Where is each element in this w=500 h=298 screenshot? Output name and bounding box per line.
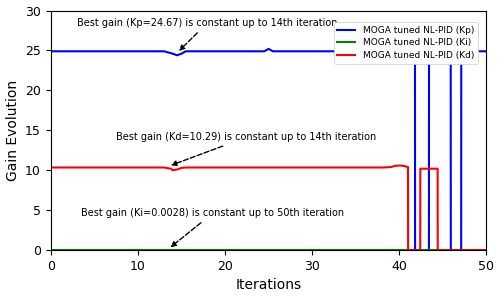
Y-axis label: Gain Evolution: Gain Evolution <box>6 80 20 181</box>
X-axis label: Iterations: Iterations <box>236 278 302 292</box>
Text: Best gain (Kd=10.29) is constant up to 14th iteration: Best gain (Kd=10.29) is constant up to 1… <box>116 132 376 165</box>
Legend: MOGA tuned NL-PID (Kp), MOGA tuned NL-PID (Ki), MOGA tuned NL-PID (Kd): MOGA tuned NL-PID (Kp), MOGA tuned NL-PI… <box>334 22 478 64</box>
Text: Best gain (Ki=0.0028) is constant up to 50th iteration: Best gain (Ki=0.0028) is constant up to … <box>81 208 344 246</box>
Text: Best gain (Kp=24.67) is constant up to 14th iteration: Best gain (Kp=24.67) is constant up to 1… <box>77 18 338 50</box>
